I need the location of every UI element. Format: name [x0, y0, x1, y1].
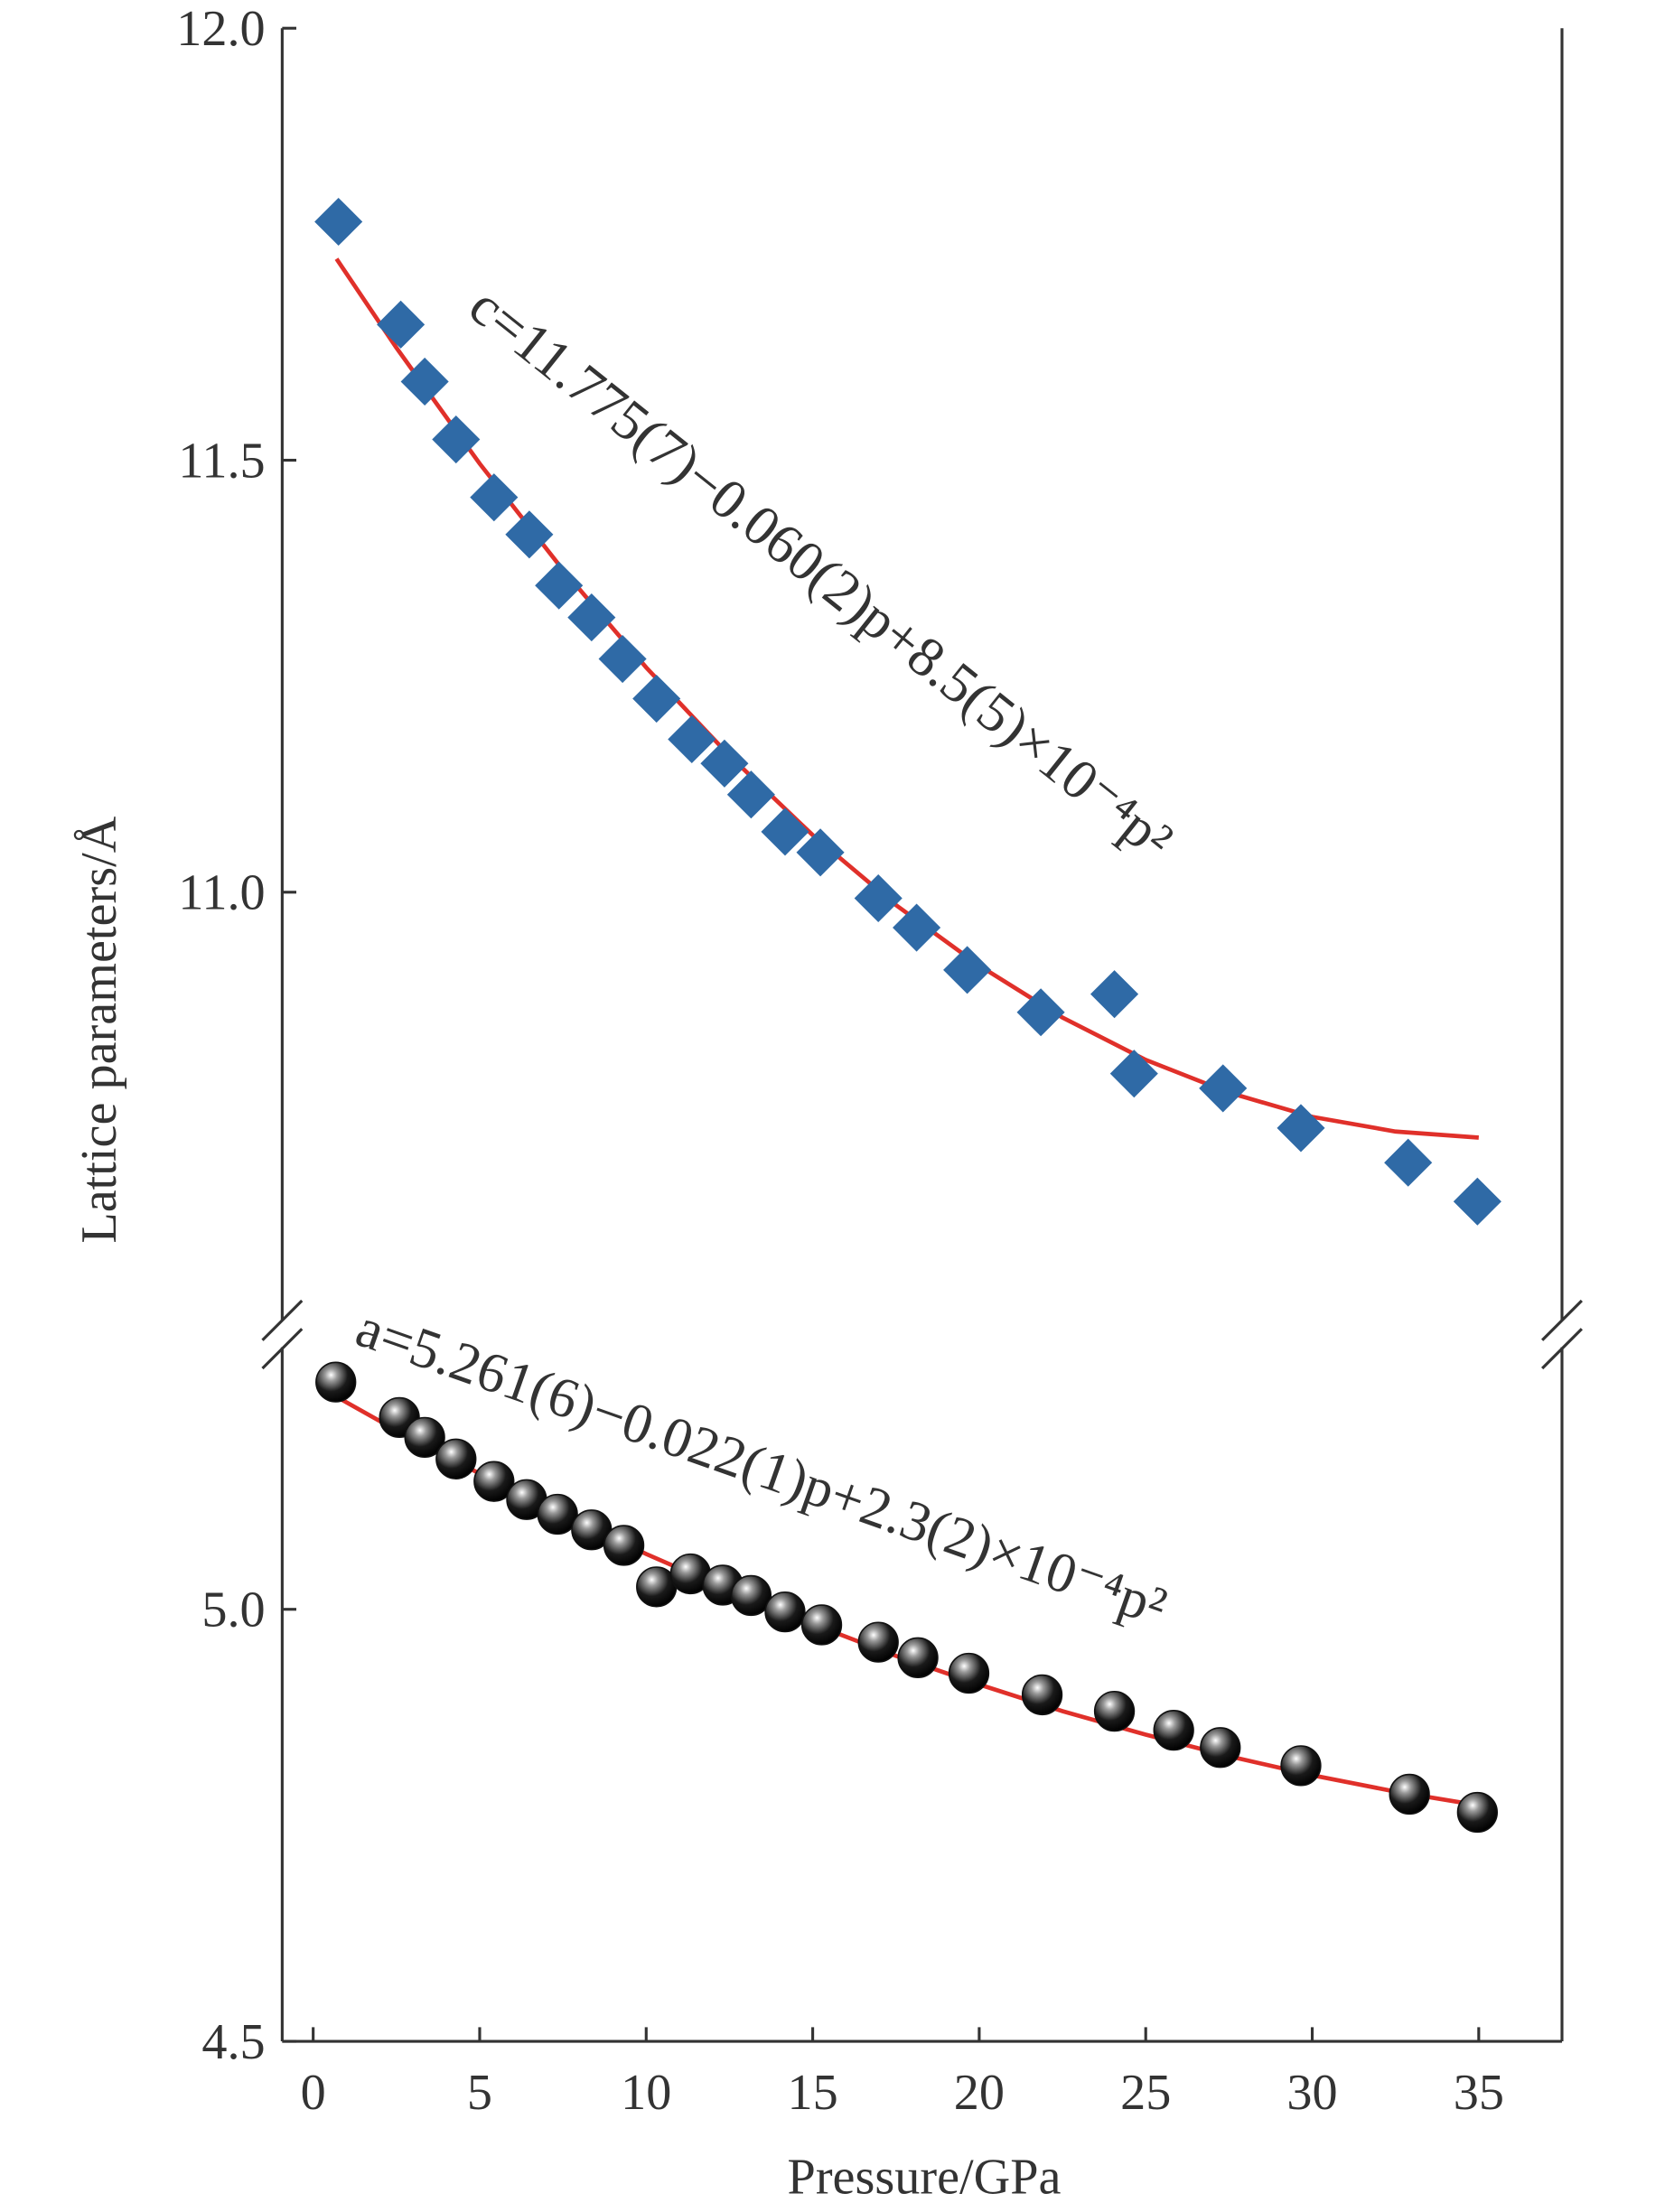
- data-point: [1389, 1773, 1430, 1815]
- y-tick-label: 11.0: [178, 865, 265, 921]
- data-point: [1021, 1674, 1063, 1716]
- data-point: [730, 1574, 772, 1617]
- x-tick-label: 30: [1286, 2065, 1337, 2121]
- data-point: [377, 300, 426, 349]
- data-point: [800, 1604, 843, 1646]
- data-point: [1456, 1791, 1499, 1834]
- y-tick-label: 12.0: [176, 1, 265, 57]
- y-axis-label: Lattice parameters/Å: [71, 816, 127, 1243]
- data-point: [537, 1493, 578, 1535]
- x-axis-label: Pressure/GPa: [788, 2150, 1062, 2206]
- data-point: [1200, 1727, 1241, 1769]
- data-point: [726, 770, 775, 819]
- data-point: [603, 1525, 645, 1566]
- plot-frame: [261, 28, 1583, 2043]
- data-point: [1093, 1690, 1136, 1732]
- y-tick-label: 11.5: [178, 433, 265, 489]
- data-point: [473, 1461, 515, 1502]
- data-point: [764, 1591, 806, 1633]
- x-tick-label: 20: [954, 2065, 1005, 2121]
- data-point: [1384, 1138, 1433, 1187]
- data-point: [893, 903, 941, 952]
- y-tick-label: 4.5: [201, 2014, 265, 2070]
- data-point: [1280, 1745, 1322, 1787]
- data-point: [761, 807, 809, 856]
- data-point: [435, 1438, 477, 1479]
- data-point: [470, 473, 519, 522]
- y-tick-label: 5.0: [201, 1582, 265, 1638]
- data-point: [1199, 1064, 1248, 1113]
- data-point: [598, 634, 647, 684]
- data-point: [632, 674, 681, 723]
- fit-line: [335, 1395, 1480, 1808]
- fit-line: [334, 257, 1480, 1140]
- x-tick-label: 0: [301, 2065, 326, 2121]
- data-point: [897, 1637, 939, 1678]
- data-point: [315, 1361, 357, 1403]
- data-point: [796, 828, 845, 877]
- data-point: [535, 561, 584, 610]
- data-point: [1277, 1104, 1325, 1153]
- x-tick-label: 10: [621, 2065, 671, 2121]
- data-point: [668, 714, 716, 764]
- x-tick-label: 35: [1454, 2065, 1504, 2121]
- data-point: [567, 593, 616, 642]
- x-tick-label: 25: [1120, 2065, 1171, 2121]
- data-point: [854, 873, 903, 923]
- data-point: [1016, 988, 1065, 1037]
- x-tick-label: 5: [467, 2065, 492, 2121]
- data-point: [505, 510, 554, 559]
- data-point: [948, 1652, 990, 1694]
- data-point: [857, 1621, 899, 1663]
- data-point: [1090, 970, 1139, 1019]
- data-point: [943, 946, 992, 994]
- data-point: [432, 415, 481, 464]
- x-tick-label: 15: [787, 2065, 837, 2121]
- data-point: [400, 357, 449, 406]
- data-point: [1453, 1177, 1501, 1226]
- data-point: [404, 1416, 445, 1459]
- data-point: [1153, 1710, 1194, 1751]
- data-point: [1109, 1050, 1158, 1098]
- data-point: [314, 197, 363, 247]
